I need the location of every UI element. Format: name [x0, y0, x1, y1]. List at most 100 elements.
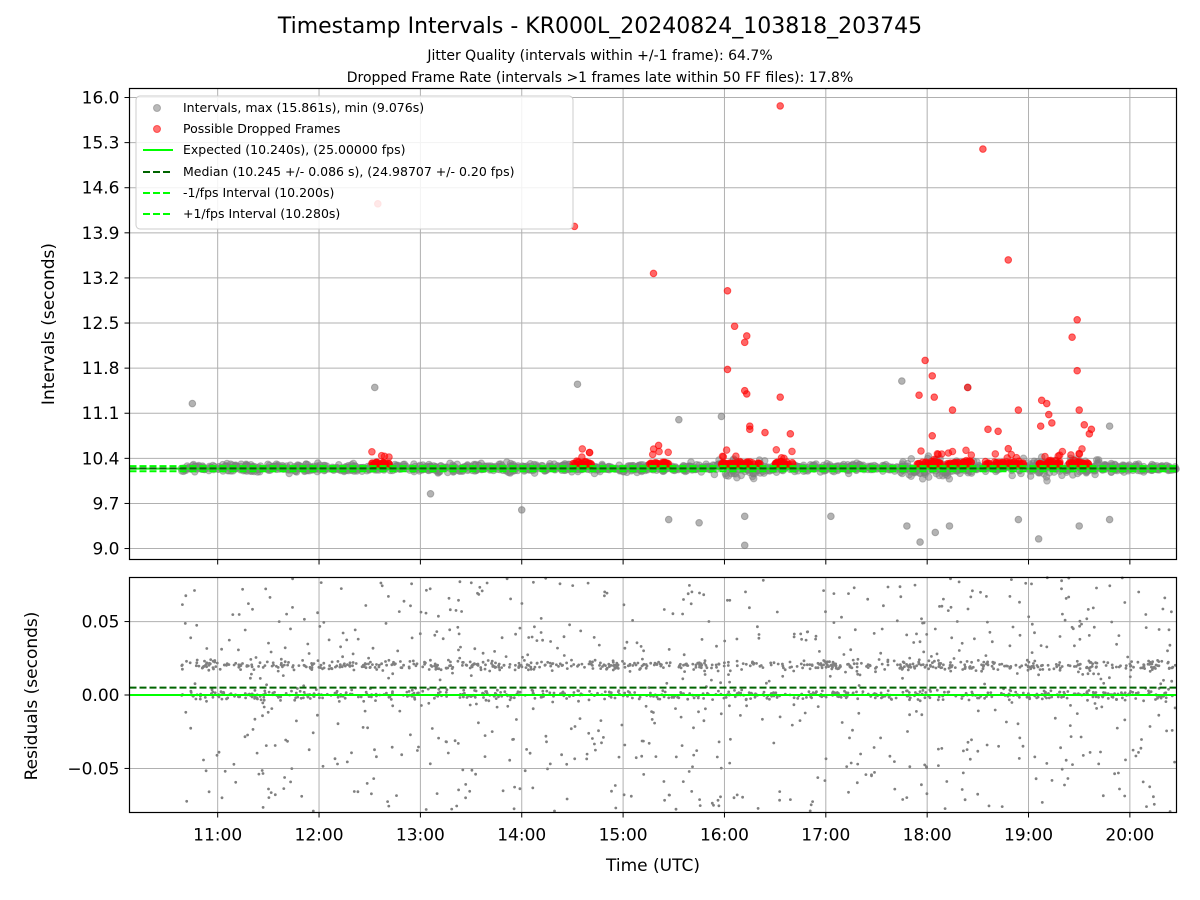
residual-point [412, 662, 416, 666]
residual-point [931, 661, 934, 665]
residual-point [234, 780, 238, 784]
residual-point [976, 659, 980, 662]
residual-point [425, 588, 428, 592]
residual-point [580, 662, 584, 666]
residual-point [482, 696, 485, 699]
residual-point [908, 698, 911, 702]
residual-point [662, 608, 666, 611]
residual-point [243, 735, 247, 739]
residual-point [596, 691, 599, 695]
residual-point [262, 705, 266, 709]
residual-point [319, 663, 323, 667]
residual-point [333, 757, 337, 761]
residual-point [227, 638, 231, 642]
residual-point [198, 697, 202, 701]
residual-point [572, 663, 576, 666]
residual-point [470, 768, 474, 772]
residual-point [642, 773, 646, 776]
residual-point [805, 663, 809, 667]
residual-point [370, 792, 373, 796]
residual-point [741, 662, 745, 665]
interval-point [664, 515, 673, 524]
residual-point [970, 738, 973, 742]
residual-point [290, 767, 294, 770]
top-ytick-label-2: 10.4 [82, 449, 120, 469]
residual-point [203, 696, 207, 699]
dropped-frame-point [1036, 422, 1045, 430]
residual-point [428, 587, 432, 591]
residual-point [437, 614, 440, 618]
residual-point [267, 787, 270, 791]
residual-point [300, 794, 304, 798]
residual-point [338, 663, 342, 667]
residual-point [1064, 758, 1068, 762]
residual-point [828, 674, 832, 678]
residual-point [202, 758, 205, 762]
residual-point [533, 665, 537, 669]
residual-point [508, 698, 512, 702]
residual-point [327, 638, 331, 642]
residual-point [923, 696, 927, 700]
residual-point [728, 704, 731, 708]
jitter-quality-subtitle: Jitter Quality (intervals within +/-1 fr… [427, 48, 773, 64]
residual-point [859, 752, 862, 756]
residual-point [893, 760, 896, 763]
residual-point [1159, 696, 1163, 700]
residual-point [1078, 667, 1082, 670]
residual-point [727, 673, 730, 676]
residual-point [761, 578, 765, 582]
residual-point [205, 662, 208, 666]
residual-point [362, 665, 366, 668]
residual-point [512, 696, 516, 700]
residual-point [314, 688, 318, 691]
xtick-label-1: 12:00 [295, 826, 344, 846]
dropped-frame-point [991, 450, 1000, 458]
residual-point [535, 639, 539, 642]
residual-point [984, 654, 988, 657]
dropped-frame-point [776, 102, 785, 110]
residual-point [1080, 622, 1083, 626]
residual-point [557, 665, 560, 668]
residual-point [479, 666, 483, 669]
residual-point [213, 660, 217, 664]
residual-point [861, 690, 865, 694]
residual-point [893, 787, 897, 791]
residual-point [461, 661, 465, 664]
residual-point [261, 701, 265, 705]
residual-point [1041, 663, 1044, 667]
residual-point [895, 619, 899, 623]
residual-point [1024, 581, 1028, 585]
residual-point [585, 757, 589, 761]
residual-point [733, 689, 736, 692]
residual-point [301, 659, 304, 662]
residual-point [470, 665, 474, 669]
top-ytick-label-7: 13.9 [82, 224, 120, 244]
residual-point [1081, 673, 1085, 676]
residual-point [971, 665, 975, 669]
residual-point [934, 666, 938, 670]
residual-point [1159, 682, 1163, 686]
residual-point [695, 749, 699, 752]
residual-point [728, 669, 732, 673]
residual-point [665, 661, 668, 665]
residual-point [782, 666, 785, 670]
residual-point [1152, 802, 1156, 806]
residual-point [778, 715, 782, 719]
residual-point [909, 665, 913, 669]
residual-point [1059, 666, 1062, 670]
dropped-frame-point [368, 448, 376, 456]
residual-point [935, 688, 939, 692]
residual-point [246, 733, 250, 737]
interval-point [573, 380, 582, 389]
residual-point [917, 658, 921, 662]
residual-point [316, 659, 320, 662]
interval-point [748, 472, 757, 481]
residual-point [350, 751, 353, 755]
residual-point [361, 726, 365, 729]
residual-point [623, 743, 627, 747]
residual-point [774, 691, 777, 695]
residual-point [748, 606, 751, 610]
residual-point [539, 695, 543, 699]
residual-point [308, 665, 312, 669]
residual-point [372, 777, 376, 780]
